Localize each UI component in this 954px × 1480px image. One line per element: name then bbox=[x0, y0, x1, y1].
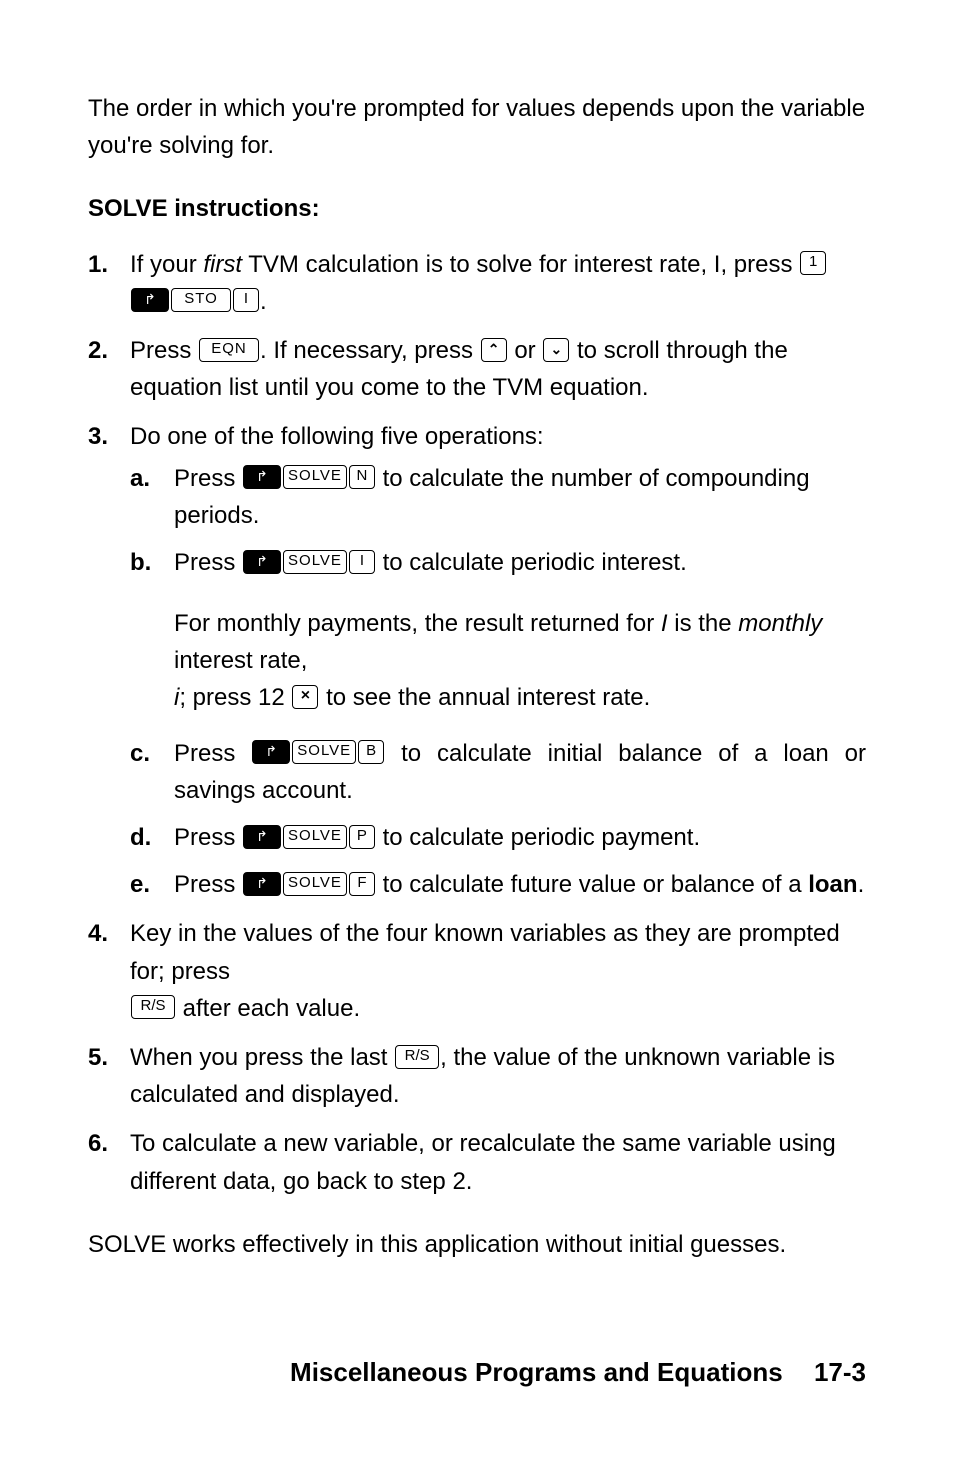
page-footer: Miscellaneous Programs and Equations 17-… bbox=[290, 1352, 866, 1392]
step-text-italic: first bbox=[203, 251, 242, 278]
step-number: 6. bbox=[88, 1125, 108, 1162]
n-key-icon: N bbox=[349, 465, 375, 489]
step-text: To calculate a new variable, or recalcul… bbox=[130, 1130, 836, 1194]
step-text: . bbox=[858, 871, 865, 898]
step-3b-note: For monthly payments, the result returne… bbox=[130, 605, 866, 717]
down-key-icon bbox=[543, 338, 569, 362]
shift-key-icon bbox=[243, 465, 281, 489]
step-text: is the bbox=[668, 610, 739, 637]
step-text: For monthly payments, the result returne… bbox=[174, 610, 661, 637]
solve-key-icon: SOLVE bbox=[283, 825, 347, 849]
shift-key-icon bbox=[252, 740, 290, 764]
step-text: If your bbox=[130, 251, 203, 278]
rs-key-icon: R/S bbox=[395, 1045, 439, 1069]
step-6: 6. To calculate a new variable, or recal… bbox=[88, 1125, 866, 1199]
step-2: 2. Press EQN. If necessary, press or to … bbox=[88, 332, 866, 406]
step-1: 1. If your first TVM calculation is to s… bbox=[88, 246, 866, 320]
eqn-key-icon: EQN bbox=[199, 338, 259, 362]
sub-list: a. Press SOLVEN to calculate the number … bbox=[130, 460, 866, 582]
intro-paragraph: The order in which you're prompted for v… bbox=[88, 90, 866, 164]
step-text: Press bbox=[174, 824, 242, 851]
step-text: to calculate periodic interest. bbox=[376, 549, 687, 576]
shift-key-icon bbox=[131, 288, 169, 312]
step-text: interest rate, bbox=[174, 647, 307, 674]
step-3d: d. Press SOLVEP to calculate periodic pa… bbox=[130, 819, 866, 856]
step-3: 3. Do one of the following five operatio… bbox=[88, 418, 866, 903]
step-text: TVM calculation is to solve for interest… bbox=[242, 251, 799, 278]
step-3e: e. Press SOLVEF to calculate future valu… bbox=[130, 866, 866, 903]
shift-key-icon bbox=[243, 872, 281, 896]
up-key-icon bbox=[481, 338, 507, 362]
step-3a: a. Press SOLVEN to calculate the number … bbox=[130, 460, 866, 534]
sto-key-icon: STO bbox=[171, 288, 231, 312]
closing-paragraph: SOLVE works effectively in this applicat… bbox=[88, 1226, 866, 1263]
step-text-italic: I bbox=[661, 610, 668, 637]
step-text: Press bbox=[174, 740, 251, 767]
step-3c: c. Press SOLVEB to calculate initial bal… bbox=[130, 735, 866, 809]
i-key-icon: I bbox=[233, 288, 259, 312]
step-text: Key in the values of the four known vari… bbox=[130, 920, 840, 984]
step-text: ; press 12 bbox=[179, 684, 291, 711]
step-text: Press bbox=[174, 549, 242, 576]
solve-key-icon: SOLVE bbox=[292, 740, 356, 764]
step-text: . If necessary, press bbox=[260, 337, 480, 364]
step-text: Press bbox=[174, 871, 242, 898]
step-number: 5. bbox=[88, 1039, 108, 1076]
step-3b: b. Press SOLVEI to calculate periodic in… bbox=[130, 544, 866, 581]
step-text: Do one of the following five operations: bbox=[130, 423, 544, 450]
footer-page-number: 17-3 bbox=[814, 1357, 866, 1387]
sub-letter: c. bbox=[130, 735, 150, 772]
step-text: Press bbox=[174, 465, 242, 492]
f-key-icon: F bbox=[349, 872, 375, 896]
sub-letter: e. bbox=[130, 866, 150, 903]
solve-key-icon: SOLVE bbox=[283, 465, 347, 489]
solve-instructions-heading: SOLVE instructions: bbox=[88, 190, 866, 227]
step-text: or bbox=[508, 337, 543, 364]
instruction-list: 1. If your first TVM calculation is to s… bbox=[88, 246, 866, 1200]
sub-letter: b. bbox=[130, 544, 151, 581]
i-key-icon: I bbox=[349, 550, 375, 574]
p-key-icon: P bbox=[349, 825, 375, 849]
step-text: to calculate periodic payment. bbox=[376, 824, 700, 851]
solve-key-icon: SOLVE bbox=[283, 550, 347, 574]
step-number: 2. bbox=[88, 332, 108, 369]
step-number: 3. bbox=[88, 418, 108, 455]
sub-letter: d. bbox=[130, 819, 151, 856]
step-text: to calculate future value or balance of … bbox=[376, 871, 808, 898]
page-container: The order in which you're prompted for v… bbox=[0, 0, 954, 1480]
solve-key-icon: SOLVE bbox=[283, 872, 347, 896]
step-text: after each value. bbox=[176, 995, 360, 1022]
step-text-bold: loan bbox=[808, 871, 857, 898]
step-text: to see the annual interest rate. bbox=[319, 684, 650, 711]
sub-list: c. Press SOLVEB to calculate initial bal… bbox=[130, 735, 866, 904]
step-text-italic: monthly bbox=[738, 610, 822, 637]
footer-title: Miscellaneous Programs and Equations bbox=[290, 1357, 783, 1387]
one-key-icon: 1 bbox=[800, 251, 826, 275]
shift-key-icon bbox=[243, 825, 281, 849]
step-5: 5. When you press the last R/S, the valu… bbox=[88, 1039, 866, 1113]
step-4: 4. Key in the values of the four known v… bbox=[88, 915, 866, 1027]
b-key-icon: B bbox=[358, 740, 384, 764]
step-number: 1. bbox=[88, 246, 108, 283]
multiply-key-icon bbox=[292, 685, 318, 709]
step-text: When you press the last bbox=[130, 1044, 394, 1071]
step-number: 4. bbox=[88, 915, 108, 952]
shift-key-icon bbox=[243, 550, 281, 574]
step-text: Press bbox=[130, 337, 198, 364]
sub-letter: a. bbox=[130, 460, 150, 497]
rs-key-icon: R/S bbox=[131, 995, 175, 1019]
step-text: . bbox=[260, 288, 267, 315]
